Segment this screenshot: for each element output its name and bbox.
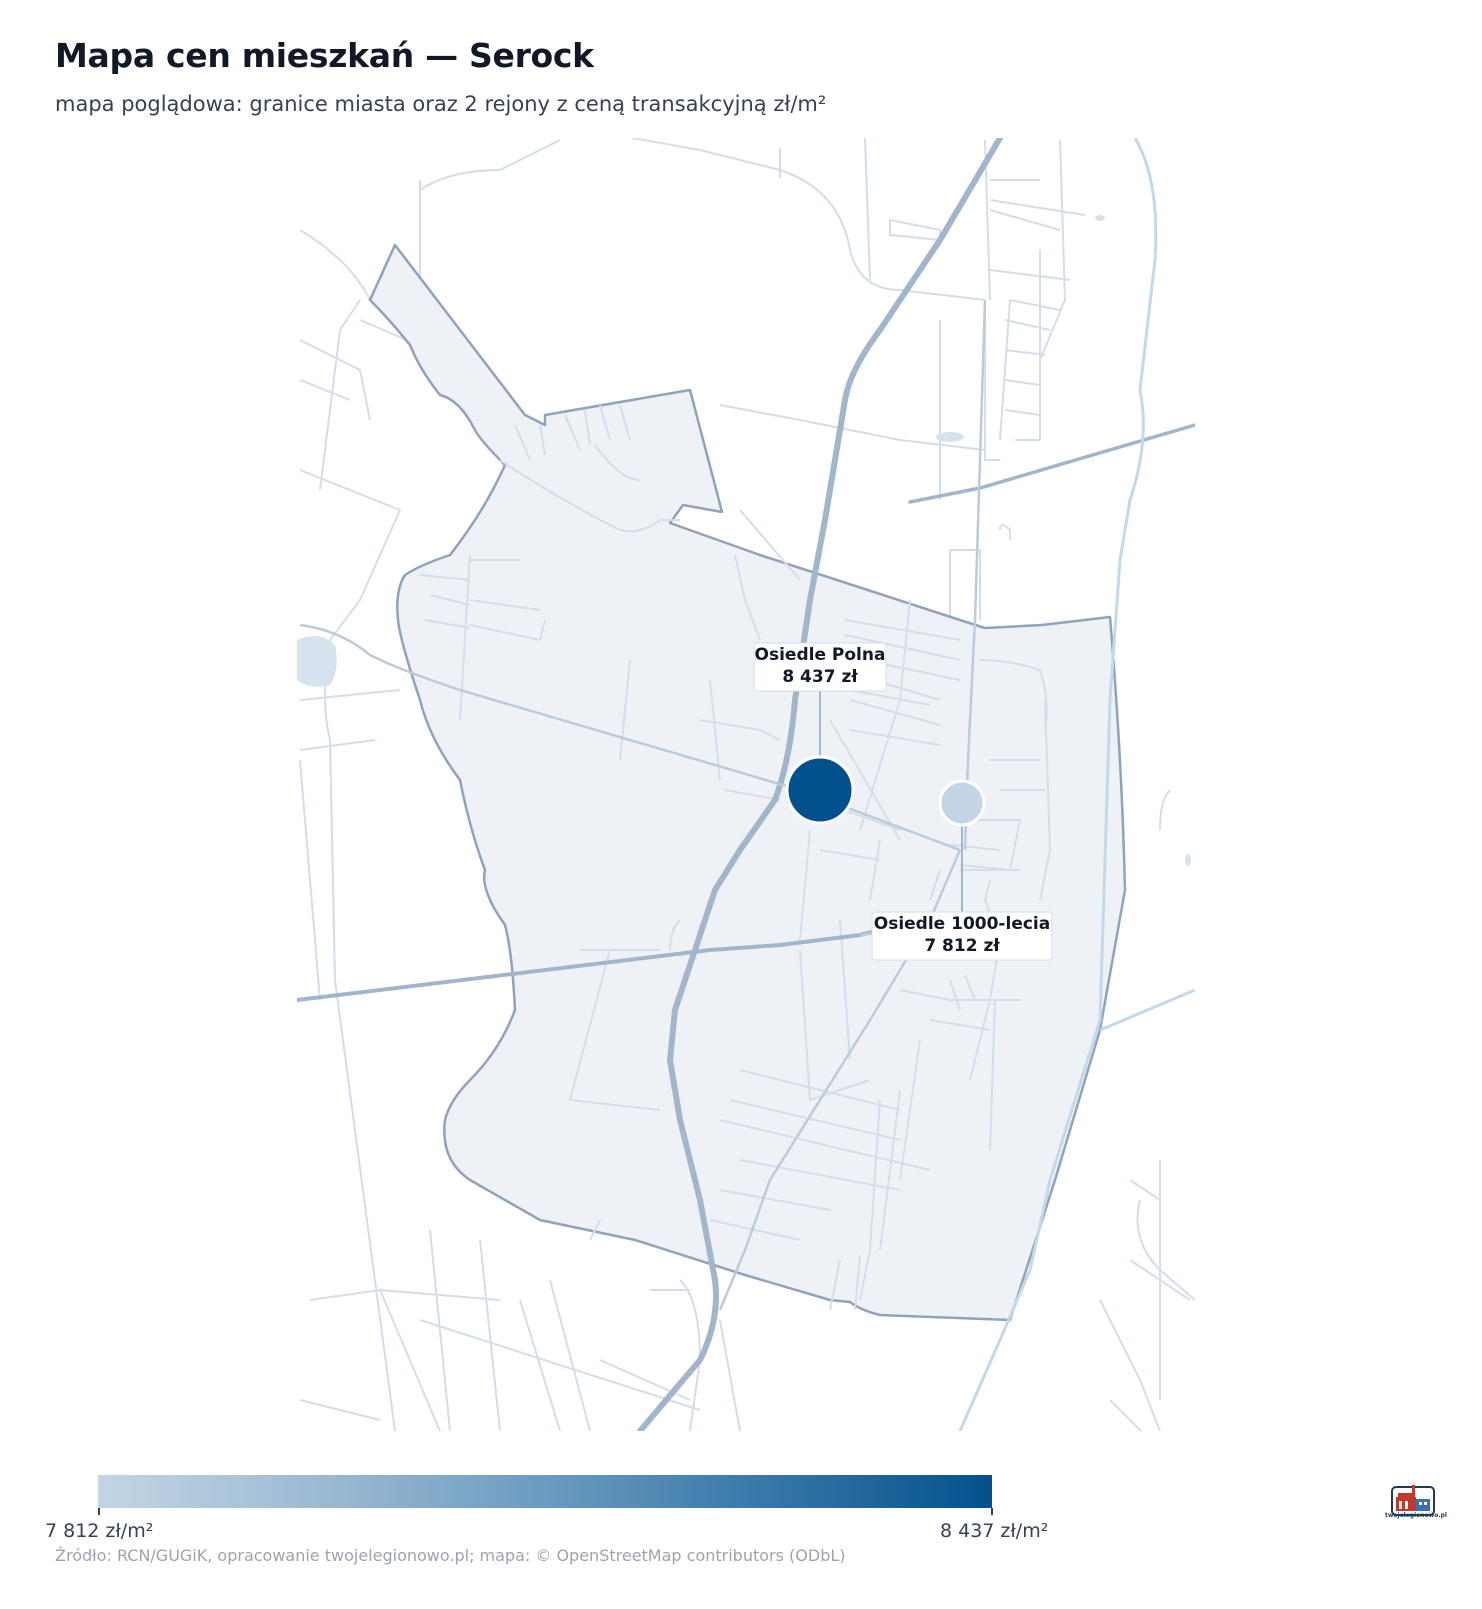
callout-osiedle-polna: Osiedle Polna 8 437 zł: [753, 642, 887, 692]
water-features: [297, 215, 1191, 866]
brand-logo-text: twojelegionowo.pl: [1385, 1512, 1447, 1519]
callout-osiedle-1000-lecia: Osiedle 1000-lecia 7 812 zł: [871, 911, 1053, 961]
callout-polna-name: Osiedle Polna: [755, 645, 886, 665]
page-title: Mapa cen mieszkań — Serock: [55, 36, 594, 75]
legend-tick-min: [98, 1508, 100, 1515]
callout-1000-lecia-name: Osiedle 1000-lecia: [874, 914, 1050, 934]
legend-min-label: 7 812 zł/m²: [45, 1520, 154, 1542]
brand-logo[interactable]: [1390, 1483, 1436, 1525]
page-subtitle: mapa poglądowa: granice miasta oraz 2 re…: [55, 92, 827, 116]
minor-roads: [299, 138, 1195, 1431]
area-marker-osiedle-polna[interactable]: [785, 755, 855, 825]
legend-colorbar: [98, 1475, 992, 1508]
callout-polna-price: 8 437 zł: [782, 667, 858, 687]
source-attribution: Źródło: RCN/GUGiK, opracowanie twojelegi…: [55, 1546, 846, 1565]
waterway: [958, 138, 1195, 1431]
city-boundary: [368, 243, 1127, 1322]
callout-1000-lecia-price: 7 812 zł: [924, 936, 1000, 956]
legend-tick-max: [991, 1508, 993, 1515]
area-marker-osiedle-1000-lecia[interactable]: [938, 779, 986, 827]
legend-max-label: 8 437 zł/m²: [940, 1520, 1049, 1542]
